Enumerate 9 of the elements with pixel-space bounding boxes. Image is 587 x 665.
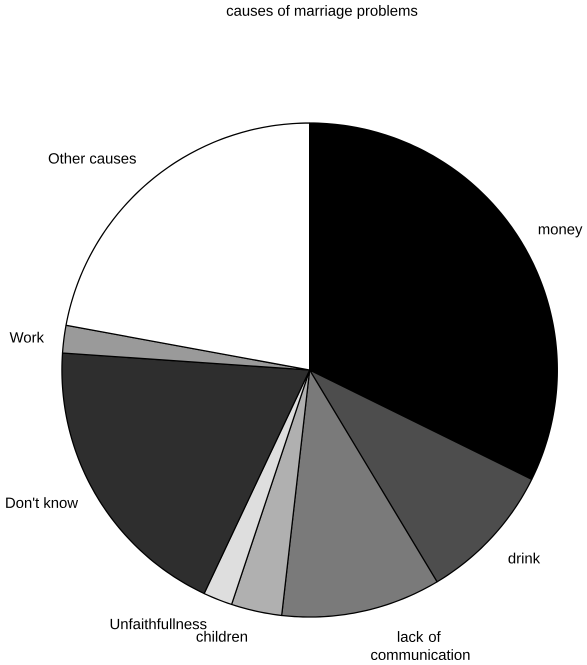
slice-label: drink <box>508 552 540 564</box>
slice-label: Unfaithfullness <box>110 618 206 630</box>
slice-label: lack of communication <box>370 631 470 660</box>
slice-label: Other causes <box>48 152 136 164</box>
slice-label: Don't know <box>6 497 78 508</box>
slice-label: Work <box>9 332 44 343</box>
slice-label: children <box>196 630 247 642</box>
slice-label: money <box>538 226 582 238</box>
chart-title: causes of marriage problems <box>226 4 418 19</box>
